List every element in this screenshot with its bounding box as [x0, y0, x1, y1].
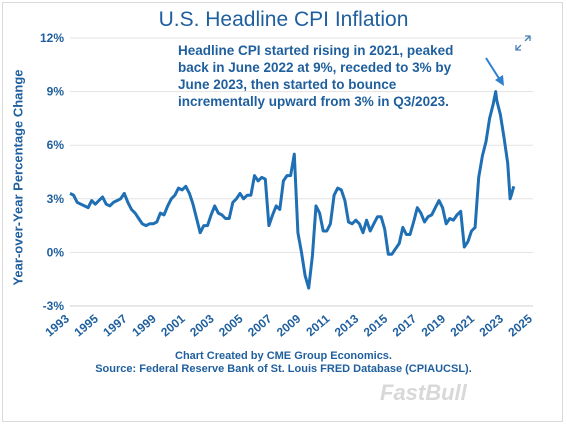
x-tick-label: 2019 [419, 311, 449, 339]
x-tick-label: 1999 [129, 311, 159, 339]
x-tick-label: 2005 [216, 311, 246, 339]
x-tick-label: 2001 [158, 311, 188, 339]
y-tick-label: 9% [47, 85, 65, 99]
x-tick-label: 2023 [477, 311, 507, 339]
x-tick-label: 2009 [274, 311, 304, 339]
expand-icon[interactable] [514, 34, 532, 52]
chart-annotation: Headline CPI started rising in 2021, pea… [178, 42, 508, 110]
x-tick-label: 2015 [361, 311, 391, 339]
chart-frame [2, 2, 563, 422]
x-tick-label: 2025 [505, 311, 535, 339]
chart-source: Source: Federal Reserve Bank of St. Loui… [95, 363, 472, 375]
series-line [69, 90, 516, 290]
chart-title: U.S. Headline CPI Inflation [158, 8, 409, 31]
x-tick-label: 2013 [332, 311, 362, 339]
annotation-line: June 2023, then started to bounce [178, 77, 397, 92]
annotation-line: incrementally upward from 3% in Q3/2023. [178, 94, 449, 109]
y-tick-label: 6% [47, 138, 65, 152]
y-tick-label: -3% [43, 299, 65, 313]
watermark-logo: FastBull [380, 380, 467, 405]
annotation-arrowhead [495, 75, 504, 86]
y-tick-label: 12% [40, 31, 64, 45]
x-tick-label: 1995 [71, 311, 101, 339]
annotation-line: Headline CPI started rising in 2021, pea… [178, 43, 454, 58]
y-tick-label: 3% [47, 192, 65, 206]
x-tick-label: 1993 [42, 311, 72, 339]
x-tick-label: 2017 [390, 311, 420, 339]
x-tick-label: 1997 [100, 311, 130, 339]
x-tick-label: 2007 [245, 311, 275, 339]
annotation-arrow [485, 57, 501, 81]
x-tick-label: 2003 [187, 311, 217, 339]
chart-credit: Chart Created by CME Group Economics. [175, 350, 392, 362]
annotation-line: back in June 2022 at 9%, receded to 3% b… [178, 60, 452, 75]
x-tick-label: 2011 [303, 311, 332, 339]
y-tick-label: 0% [47, 245, 65, 259]
x-tick-label: 2021 [448, 311, 478, 339]
